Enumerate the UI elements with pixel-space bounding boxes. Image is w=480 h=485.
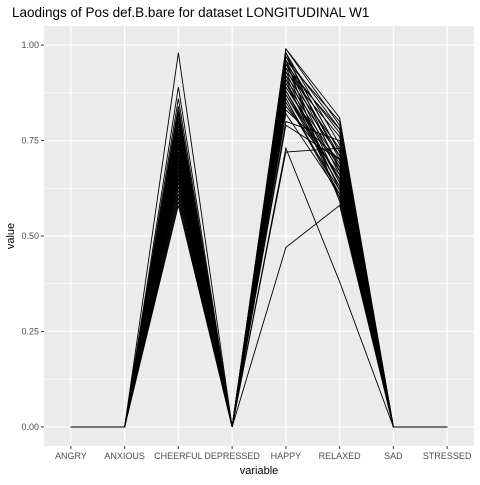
minor-grid [44,92,474,380]
x-tick-label: HAPPY [271,451,302,461]
x-tick-label: ANXIOUS [104,451,145,461]
y-tick-label: 1.00 [21,40,39,50]
chart-title: Laodings of Pos def.B.bare for dataset L… [12,5,369,20]
y-axis: 0.00 0.25 0.50 0.75 1.00 [21,40,44,432]
y-tick-label: 0.75 [21,136,39,146]
y-tick-label: 0.00 [21,422,39,432]
y-tick-label: 0.25 [21,326,39,336]
x-tick-label: STRESSED [423,451,472,461]
x-axis-title: variable [240,465,279,477]
series-line [70,62,448,428]
x-tick-label: CHEERFUL [154,451,203,461]
x-tick-label: ANGRY [55,451,87,461]
x-tick-label: DEPRESSED [204,451,260,461]
series-lines [70,47,448,428]
x-axis: ANGRY ANXIOUS CHEERFUL DEPRESSED HAPPY RELAXE… [55,446,472,461]
x-tick-label: RELAXED [319,451,362,461]
x-tick-label: SAD [384,451,403,461]
y-tick-label: 0.50 [21,231,39,241]
y-axis-title: value [5,223,17,249]
